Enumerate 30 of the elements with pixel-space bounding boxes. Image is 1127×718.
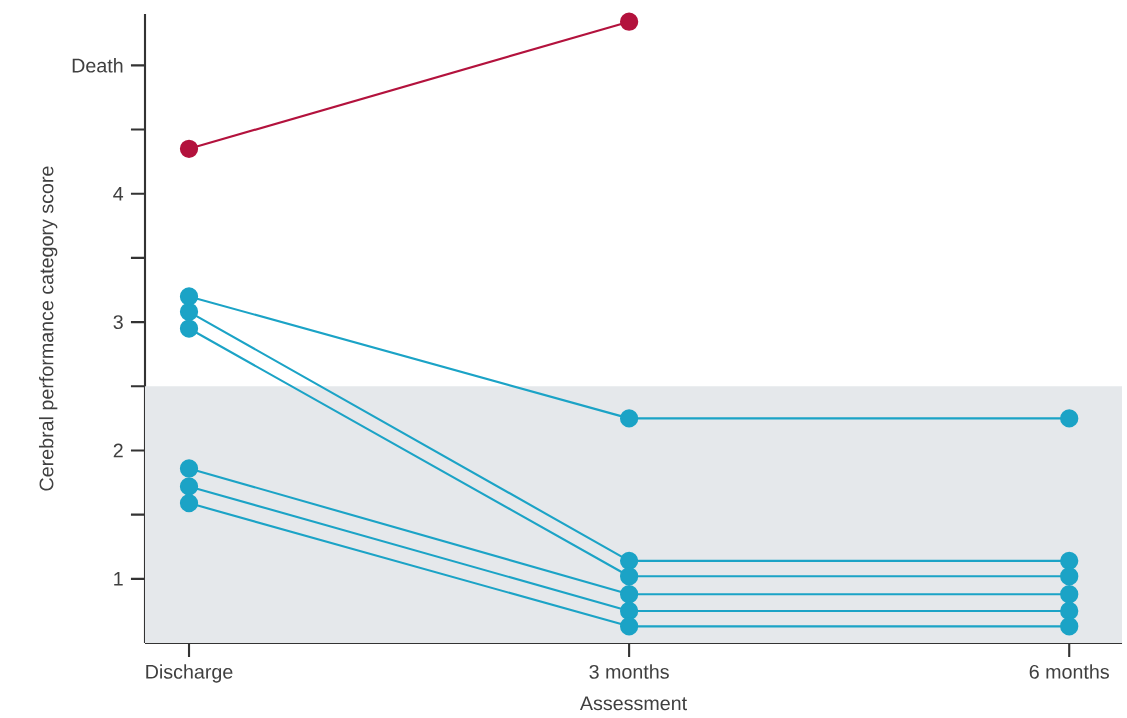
point (619, 551, 639, 570)
point (1060, 409, 1079, 428)
point (619, 601, 639, 621)
point (179, 139, 199, 158)
y-axis-title: Cerebral performance category score (38, 166, 58, 491)
point (179, 302, 199, 321)
y-tick-label: Death (72, 58, 123, 73)
point (179, 287, 199, 306)
point (619, 617, 639, 636)
y-tick-label: 1 (114, 572, 123, 586)
y-tick-label: 3 (113, 315, 123, 330)
point (1060, 601, 1079, 621)
x-tick-label: 6 months (1029, 664, 1109, 679)
point (1060, 617, 1079, 636)
point (619, 585, 639, 604)
point (179, 459, 199, 478)
x-axis-title: Assessment (579, 696, 687, 711)
x-tick-label: Discharge (146, 664, 233, 683)
point (1060, 551, 1079, 570)
point (179, 319, 199, 338)
point (619, 12, 639, 31)
point (179, 493, 199, 513)
point (1060, 567, 1079, 586)
point (179, 477, 199, 496)
point (1060, 585, 1079, 604)
x-tick-label: 3 months (589, 664, 669, 679)
y-tick-label: 4 (113, 186, 124, 201)
point (619, 409, 639, 428)
point (619, 567, 639, 586)
y-tick-label: 2 (113, 443, 123, 458)
